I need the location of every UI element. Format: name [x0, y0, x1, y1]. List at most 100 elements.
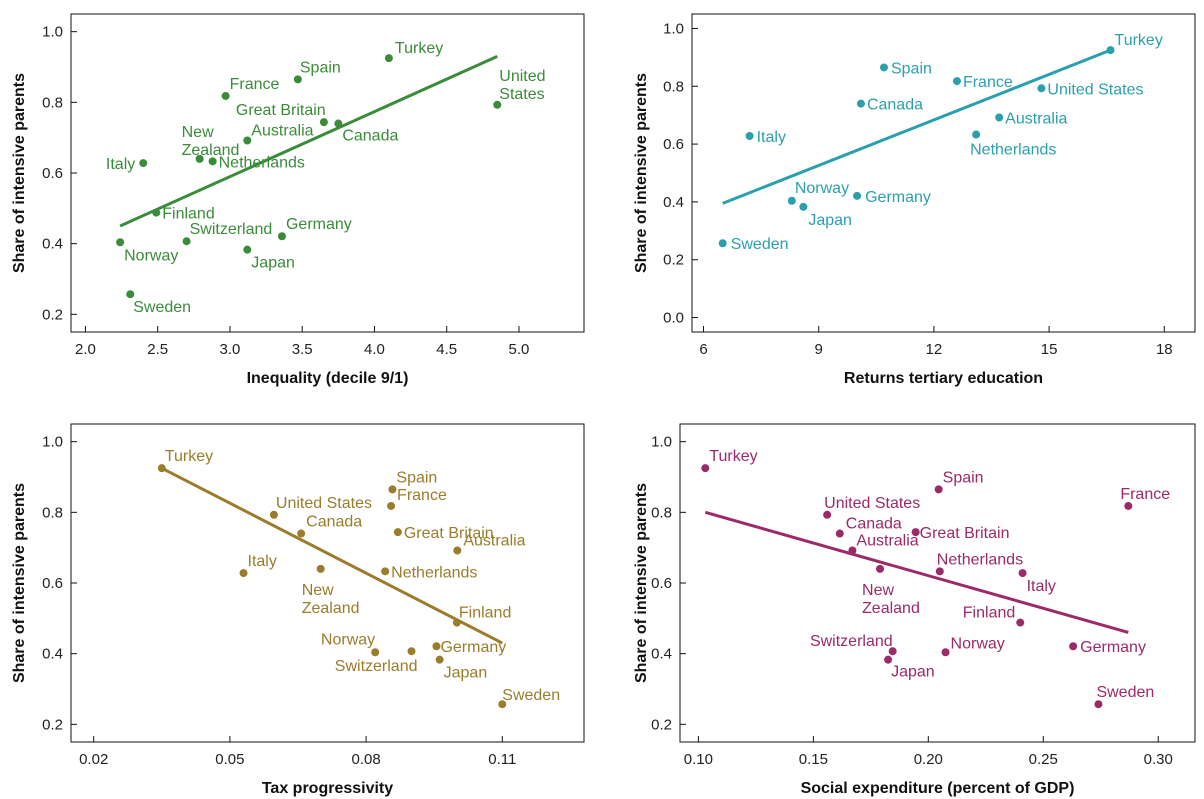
- point-label-line: Germany: [1080, 639, 1146, 656]
- x-tick-label: 0.02: [79, 751, 108, 768]
- y-axis-title: Share of intensive parents: [633, 73, 650, 273]
- plot-frame: [691, 13, 1196, 333]
- data-point: [718, 239, 727, 248]
- data-point: [334, 119, 343, 128]
- point-label-line: Japan: [891, 664, 935, 681]
- y-tick-label: 1.0: [651, 434, 672, 451]
- point-label: Finland: [459, 605, 511, 622]
- point-label-line: Japan: [444, 665, 488, 682]
- x-tick-label: 6: [699, 341, 707, 358]
- point-label: Italy: [757, 129, 786, 146]
- point-label: Spain: [300, 59, 341, 76]
- data-point: [243, 245, 252, 254]
- x-tick-label: 18: [1156, 341, 1173, 358]
- data-point: [407, 647, 416, 656]
- data-point: [1018, 569, 1027, 578]
- data-point: [853, 191, 862, 200]
- data-point: [387, 501, 396, 510]
- point-label-line: Spain: [943, 469, 984, 486]
- point-label-line: Zealand: [862, 600, 920, 617]
- point-label-line: Great Britain: [236, 102, 326, 119]
- data-point: [884, 655, 893, 664]
- y-tick-label: 0.8: [663, 78, 684, 95]
- x-tick-label: 15: [1041, 341, 1058, 358]
- y-tick-label: 1.0: [42, 434, 63, 451]
- point-label-line: Spain: [396, 469, 437, 486]
- point-label: Japan: [444, 665, 488, 682]
- data-point: [745, 131, 754, 140]
- point-label: Great Britain: [236, 102, 326, 119]
- point-label-line: Sweden: [133, 299, 191, 316]
- point-label-line: Australia: [251, 122, 313, 139]
- data-point: [239, 569, 248, 578]
- point-label-line: Finland: [162, 206, 214, 223]
- point-label-line: Norway: [124, 247, 178, 264]
- point-label-line: Netherlands: [219, 154, 305, 171]
- point-label-line: Germany: [865, 189, 931, 206]
- data-point: [787, 196, 796, 205]
- point-label: Turkey: [1115, 32, 1163, 49]
- data-point: [972, 130, 981, 139]
- chart-panel-3: 0.02 0.05 0.08 0.11 0.2 0.4 0.6 0.8 1.0 Tax progr…: [11, 423, 585, 797]
- data-point: [799, 202, 808, 211]
- data-point: [393, 528, 402, 537]
- point-label: Norway: [124, 247, 178, 264]
- x-tick-label: 4.5: [436, 341, 457, 358]
- point-label-line: Great Britain: [920, 525, 1010, 542]
- data-point: [221, 91, 230, 100]
- trend-line: [704, 510, 1129, 634]
- data-point: [848, 546, 857, 555]
- point-label: France: [963, 74, 1013, 91]
- data-point: [1094, 700, 1103, 709]
- y-tick-label: 0.6: [42, 165, 63, 182]
- y-tick-label: 0.2: [42, 306, 63, 323]
- point-label: Germany: [286, 216, 352, 233]
- data-point: [856, 99, 865, 108]
- point-label: Canada: [342, 128, 398, 145]
- data-point: [435, 655, 444, 664]
- data-point: [316, 564, 325, 573]
- point-label: Netherlands: [937, 551, 1023, 568]
- point-label-line: Germany: [440, 639, 506, 656]
- point-label: Spain: [943, 469, 984, 486]
- y-axis-title: Share of intensive parents: [633, 483, 650, 683]
- point-label-line: Netherlands: [391, 564, 477, 581]
- point-label: Australia: [856, 532, 918, 549]
- y-tick-label: 1.0: [663, 20, 684, 37]
- point-label-line: France: [230, 76, 280, 93]
- point-label: Norway: [795, 180, 849, 197]
- data-point: [876, 564, 885, 573]
- y-tick-label: 1.0: [42, 24, 63, 41]
- point-label: Italy: [1027, 578, 1056, 595]
- point-label: Finland: [963, 605, 1015, 622]
- point-label-line: Canada: [342, 128, 398, 145]
- point-label-line: Italy: [248, 553, 277, 570]
- point-label-line: New: [862, 582, 894, 599]
- point-label: Sweden: [502, 687, 560, 704]
- point-label: Switzerland: [335, 658, 418, 675]
- data-point: [269, 510, 278, 519]
- point-label-line: Finland: [963, 605, 1015, 622]
- point-label: Japan: [251, 255, 295, 272]
- point-label-line: Australia: [856, 532, 918, 549]
- point-label-line: Turkey: [709, 448, 757, 465]
- x-tick-label: 0.15: [799, 751, 828, 768]
- point-label-line: Turkey: [165, 448, 213, 465]
- point-label-line: Norway: [321, 631, 375, 648]
- point-label-line: Canada: [867, 97, 923, 114]
- point-label: Norway: [321, 631, 375, 648]
- x-tick-label: 0.25: [1029, 751, 1058, 768]
- point-label-line: Australia: [1005, 110, 1067, 127]
- point-label: Spain: [891, 60, 932, 77]
- point-label-line: Sweden: [1096, 684, 1154, 701]
- point-label: United States: [276, 495, 372, 512]
- x-tick-label: 3.0: [220, 341, 241, 358]
- x-tick-label: 0.08: [351, 751, 380, 768]
- point-label-line: Sweden: [502, 687, 560, 704]
- point-label: Australia: [251, 122, 313, 139]
- point-label: Turkey: [165, 448, 213, 465]
- data-point: [911, 528, 920, 537]
- point-label: Turkey: [709, 448, 757, 465]
- data-point: [388, 485, 397, 494]
